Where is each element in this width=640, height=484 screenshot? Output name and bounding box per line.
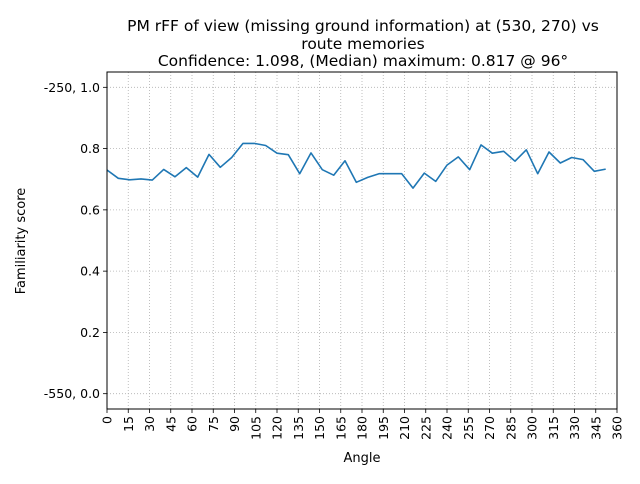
x-tick-label: 225 bbox=[418, 416, 433, 440]
chart-title-line-3: Confidence: 1.098, (Median) maximum: 0.8… bbox=[158, 52, 568, 70]
chart-title-line-1: PM rFF of view (missing ground informati… bbox=[127, 17, 599, 35]
x-tick-label: 165 bbox=[333, 416, 348, 440]
chart-title-line-2: route memories bbox=[301, 35, 424, 53]
x-tick-label: 240 bbox=[440, 416, 455, 440]
x-tick-label: 345 bbox=[588, 416, 603, 440]
x-tick-label: 60 bbox=[185, 416, 200, 432]
x-tick-label: 360 bbox=[610, 416, 625, 440]
series-line bbox=[106, 142, 606, 189]
x-tick-label: 195 bbox=[376, 416, 391, 440]
x-tick-label: 120 bbox=[270, 416, 285, 440]
x-tick-label: 15 bbox=[121, 416, 136, 432]
y-tick-label: 0.8 bbox=[80, 141, 100, 156]
x-tick-label: 330 bbox=[567, 416, 582, 440]
x-tick-label: 255 bbox=[461, 416, 476, 440]
x-tick-label: 105 bbox=[248, 416, 263, 440]
x-tick-label: 90 bbox=[227, 416, 242, 432]
x-tick-label: 0 bbox=[100, 416, 115, 424]
x-tick-label: 135 bbox=[291, 416, 306, 440]
y-tick-label: -250, 1.0 bbox=[44, 80, 100, 95]
x-axis-ticks: 0 15 30 45 60 75 90 105 120 135 150 165 180 195 210 225… bbox=[100, 409, 625, 440]
y-axis-label: Familiarity score bbox=[14, 188, 29, 295]
x-tick-label: 30 bbox=[142, 416, 157, 432]
x-tick-label: 210 bbox=[397, 416, 412, 440]
x-tick-label: 75 bbox=[206, 416, 221, 432]
x-tick-label: 270 bbox=[482, 416, 497, 440]
series-layer bbox=[106, 142, 606, 189]
x-tick-label: 150 bbox=[312, 416, 327, 440]
y-tick-label: 0.2 bbox=[80, 325, 100, 340]
x-tick-label: 315 bbox=[546, 416, 561, 440]
x-tick-label: 180 bbox=[355, 416, 370, 440]
x-tick-label: 285 bbox=[503, 416, 518, 440]
y-tick-label: 0.6 bbox=[80, 202, 100, 217]
y-tick-label: -550, 0.0 bbox=[44, 386, 100, 401]
x-tick-label: 300 bbox=[525, 416, 540, 440]
x-tick-label: 45 bbox=[163, 416, 178, 432]
x-axis-label: Angle bbox=[344, 451, 381, 466]
y-tick-label: 0.4 bbox=[80, 264, 100, 279]
y-axis-ticks: -550, 0.0 0.2 0.4 0.6 0.8 -250, 1.0 bbox=[44, 80, 107, 401]
